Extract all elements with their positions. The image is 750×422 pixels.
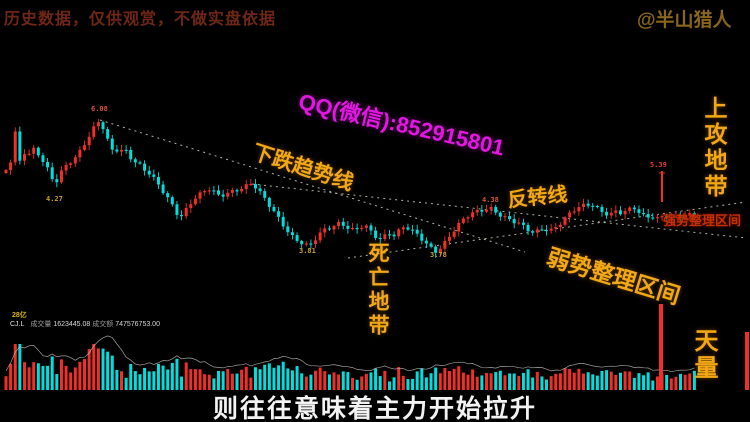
volume-scale-label: 28亿 [12, 312, 27, 319]
volume-value: 1623445.08 [53, 321, 91, 328]
volume-label: 成交量 [30, 321, 52, 328]
amount-value: 747576753.00 [115, 321, 160, 328]
disclaimer-text: 历史数据，仅供观赏，不做实盘依据 [4, 11, 277, 28]
price-label: 4.38 [482, 196, 499, 204]
attack-zone-label: 上攻地带 [701, 96, 727, 200]
caption-text: 则往往意味着主力开始拉升 [212, 396, 537, 422]
price-label: 6.08 [91, 105, 108, 113]
author-watermark: @半山猎人 [637, 10, 732, 31]
price-label: 3.81 [299, 247, 316, 255]
price-label: 4.27 [46, 195, 63, 203]
death-zone-label: 死亡地带 [366, 242, 389, 338]
strong-consolidation-zone-label: 强势整理区间 [663, 213, 742, 228]
price-label: 5.39 [650, 161, 667, 169]
huge-volume-label: 天量 [690, 328, 717, 382]
amount-label: 成交额 [92, 321, 114, 328]
volume-indicator-name: CJ.L [10, 321, 25, 328]
price-label: 3.78 [430, 251, 447, 259]
volume-pane-header: CJ.L 成交量 1623445.08 成交额 747576753.00 [10, 319, 160, 329]
